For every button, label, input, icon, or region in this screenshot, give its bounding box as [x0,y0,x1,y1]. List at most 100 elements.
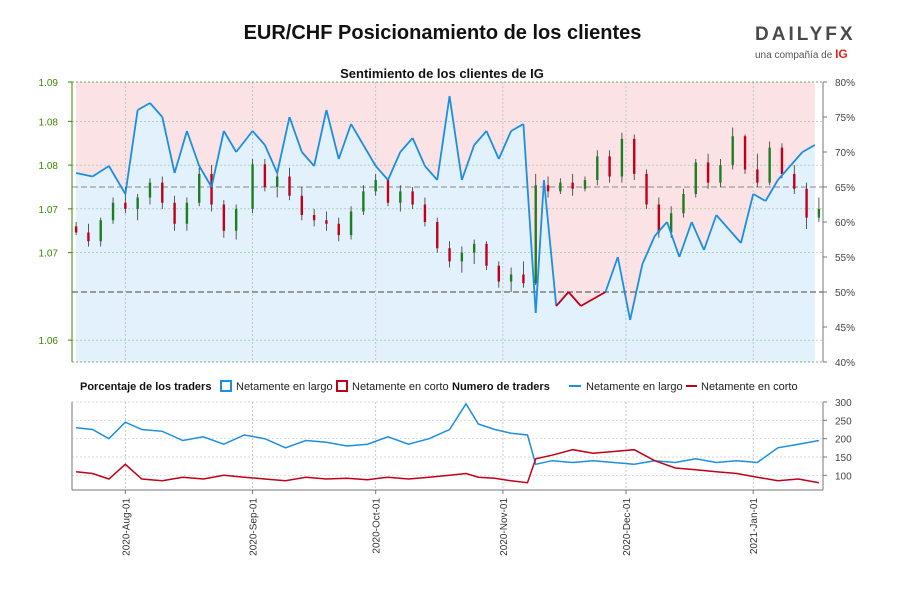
sentiment-line-segment [161,116,176,174]
sentiment-line-segment [264,144,279,174]
sentiment-line-segment [740,193,755,244]
sentiment-line-segment [223,130,237,153]
sentiment-line-segment [678,221,693,258]
sentiment-line-segment [534,179,545,314]
candle-body [111,202,115,221]
candle-body [472,243,476,253]
logo-ig: IG [835,47,848,61]
left-tick-label: 1.08 [39,117,59,128]
candle-body [87,232,90,242]
sentiment-line-segment [276,116,291,174]
candle-body [608,156,611,177]
legend-long-box [220,380,232,392]
candle-body [349,211,353,236]
candle-body [210,173,213,205]
candle-body [731,136,734,166]
sentiment-line-segment [703,214,718,251]
chart-title: EUR/CHF Posicionamiento de los clientes [243,22,642,44]
legend-long-label: Netamente en largo [236,381,333,393]
candle-body [74,226,78,233]
candle-body [275,176,279,187]
candle-body [386,180,390,203]
right-tick-label: 40% [835,358,855,369]
short-area-fill [76,82,815,320]
sentiment-line-segment [690,221,705,251]
right-tick-label: 80% [835,78,855,89]
logo-tagline: una compañía de [755,50,833,61]
sentiment-line-segment [448,95,463,181]
candle-body [657,204,661,233]
trader-count-long-line [76,402,820,466]
candle-body [768,147,771,183]
sentiment-line-segment [543,179,558,307]
candle-body [148,182,152,198]
sentiment-line-segment [764,179,779,202]
sentiment-line-segment [387,151,402,181]
right-tick-label: 75% [835,113,855,124]
sentiment-line-segment [108,165,127,195]
legend-pct-title: Porcentaje de los traders [80,381,211,393]
candle-body [719,165,722,183]
right-tick-label: 50% [835,288,855,299]
candle-body [325,220,328,224]
candle-body [682,194,685,214]
sentiment-line-segment [424,165,438,181]
legend-short-label: Netamente en corto [352,381,449,393]
lower-tick-label: 100 [835,471,852,482]
sentiment-line-segment [715,214,730,230]
candle-body [522,274,525,284]
candle-body [251,164,254,209]
candle-body [596,156,599,180]
x-tick-label: 2020-Sep-01 [249,498,260,556]
candle-body [583,180,587,189]
sentiment-line-segment [666,221,681,258]
left-tick-label: 1.06 [39,336,59,347]
sentiment-line-segment [92,165,110,178]
x-tick-label: 2021-Jan-01 [749,498,760,555]
sentiment-line-segment [350,123,365,146]
sentiment-line-segment [301,151,315,167]
sentiment-line-segment [473,130,488,146]
right-tick-label: 55% [835,253,855,264]
candle-body [263,164,267,187]
candle-body [448,248,451,262]
candle-body [312,215,316,221]
sentiment-line-segment [777,165,791,181]
sentiment-line-segment [802,144,816,153]
logo-brand-right: FX [825,24,856,45]
left-tick-label: 1.08 [39,161,59,172]
candle-body [173,202,176,224]
candle-body [559,182,562,192]
candle-body [460,252,464,262]
x-tick-label: 2020-Dec-01 [622,498,633,556]
candle-body [546,185,550,192]
candle-body [706,162,710,183]
logo-brand-left: DAILY [755,24,826,45]
candle-body [805,188,808,218]
candle-body [694,162,697,194]
candle-body [198,173,201,203]
lower-tick-label: 250 [835,416,852,427]
candle-body [411,191,414,205]
sentiment-line-segment [198,165,213,188]
sentiment-line-segment [727,228,742,244]
candle-body [161,182,164,203]
x-tick-label: 2020-Nov-01 [499,498,510,556]
candle-body [124,202,127,209]
right-tick-label: 60% [835,218,855,229]
sentiment-line-segment [411,137,426,167]
sentiment-line-segment [436,95,451,181]
legend-short-line-label: Netamente en corto [701,381,798,393]
sentiment-line-segment [75,172,93,178]
sentiment-line-segment [362,144,377,167]
sentiment-line-segment [461,144,476,181]
candle-body [817,208,821,218]
candle-body [743,136,747,170]
lower-tick-label: 200 [835,435,852,446]
candle-body [99,220,102,242]
sentiment-line-segment [337,123,352,160]
sentiment-line-segment [654,221,668,237]
left-tick-label: 1.07 [39,205,59,216]
sentiment-line-segment [186,130,201,167]
